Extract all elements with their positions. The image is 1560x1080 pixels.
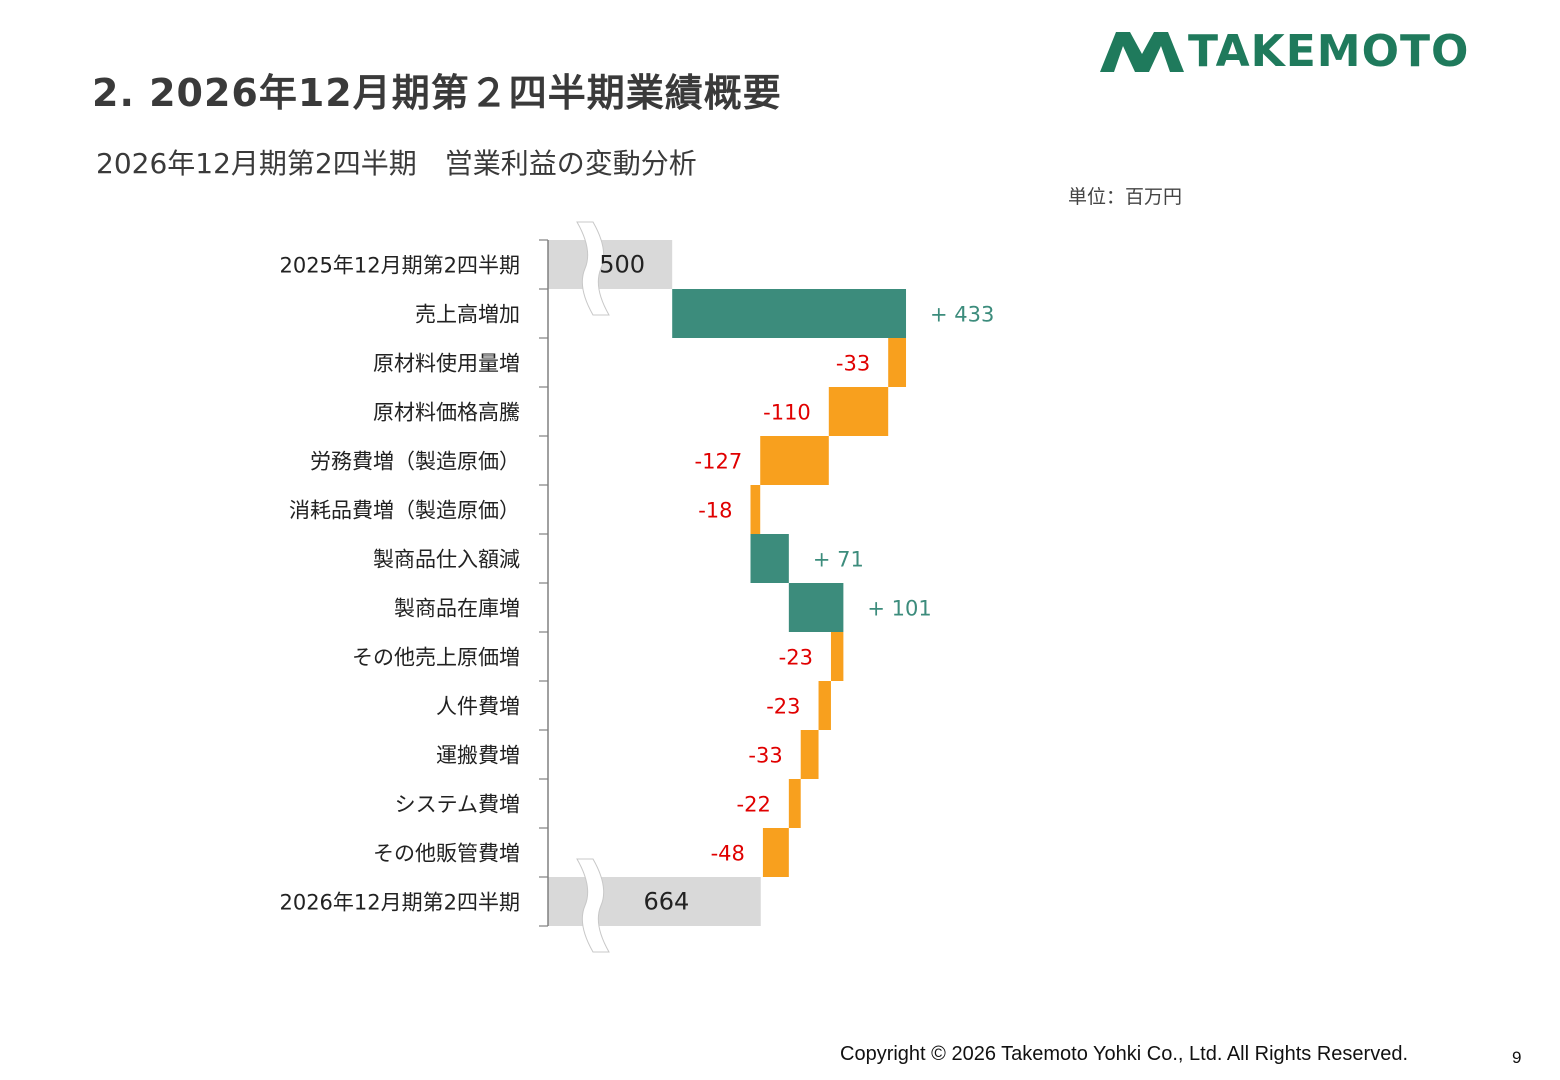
category-label-9: その他売上原価増: [352, 646, 520, 670]
category-label-12: システム費増: [395, 793, 520, 817]
axis-break-14: [576, 858, 610, 953]
page-title: 2. 2026年12月期第２四半期業績概要: [92, 71, 782, 115]
value-label-3: -33: [836, 352, 870, 376]
copyright-footer: Copyright © 2026 Takemoto Yohki Co., Ltd…: [840, 1043, 1409, 1065]
category-label-4: 原材料価格高騰: [373, 401, 520, 425]
logo-text: TAKEMOTO: [1188, 26, 1470, 77]
bar-9: [830, 632, 844, 681]
category-label-5: 労務費増（製造原価）: [310, 450, 520, 474]
category-label-14: 2026年12月期第2四半期: [279, 891, 520, 915]
category-axis: [539, 239, 549, 927]
bar-3: [888, 338, 907, 387]
bar-13: [762, 828, 789, 877]
bar-1: [548, 240, 673, 289]
bar-8: [788, 583, 844, 632]
value-label-11: -33: [748, 744, 782, 768]
unit-label: 単位：百万円: [1068, 186, 1183, 208]
value-label-13: -48: [711, 842, 745, 866]
category-label-8: 製商品在庫増: [394, 597, 520, 621]
logo-mark-icon: [1100, 32, 1184, 72]
chart-title: 2026年12月期第2四半期 営業利益の変動分析: [96, 147, 697, 180]
value-label-10: -23: [766, 695, 800, 719]
category-label-11: 運搬費増: [436, 744, 520, 768]
category-label-7: 製商品仕入額減: [373, 548, 520, 572]
waterfall-chart: 2025年12月期第2四半期売上高増加原材料使用量増原材料価格高騰労務費増（製造…: [279, 221, 994, 953]
page-number: 9: [1512, 1048, 1522, 1067]
bar-5: [760, 436, 829, 485]
category-label-6: 消耗品費増（製造原価）: [289, 499, 520, 523]
category-label-13: その他販管費増: [373, 842, 520, 866]
value-label-4: -110: [763, 401, 811, 425]
value-label-5: -127: [695, 450, 743, 474]
category-label-3: 原材料使用量増: [373, 352, 520, 376]
axis-break-1: [576, 221, 610, 316]
category-label-10: 人件費増: [436, 695, 520, 719]
bar-2: [672, 289, 907, 338]
bar-10: [818, 681, 831, 730]
bar-7: [750, 534, 789, 583]
company-logo: TAKEMOTO: [1100, 30, 1469, 74]
bar-4: [828, 387, 889, 436]
value-labels: 500 + 433 -33 -110 -127 -18 + 71 + 101 -23 -23 -33…: [599, 251, 994, 916]
value-label-14: 664: [643, 888, 689, 916]
value-label-9: -23: [779, 646, 813, 670]
category-label-2: 売上高増加: [415, 303, 520, 327]
chart-bars: [548, 240, 907, 926]
category-label-1: 2025年12月期第2四半期: [279, 254, 520, 278]
bar-6: [750, 485, 761, 534]
axis-break-marks: [576, 221, 610, 953]
value-label-12: -22: [737, 793, 771, 817]
value-label-7: + 71: [813, 548, 864, 572]
value-label-2: + 433: [930, 303, 994, 327]
bar-11: [800, 730, 819, 779]
value-label-6: -18: [698, 499, 732, 523]
value-label-8: + 101: [867, 597, 931, 621]
bar-12: [788, 779, 801, 828]
category-labels: 2025年12月期第2四半期売上高増加原材料使用量増原材料価格高騰労務費増（製造…: [279, 254, 520, 915]
value-label-1: 500: [599, 251, 645, 279]
